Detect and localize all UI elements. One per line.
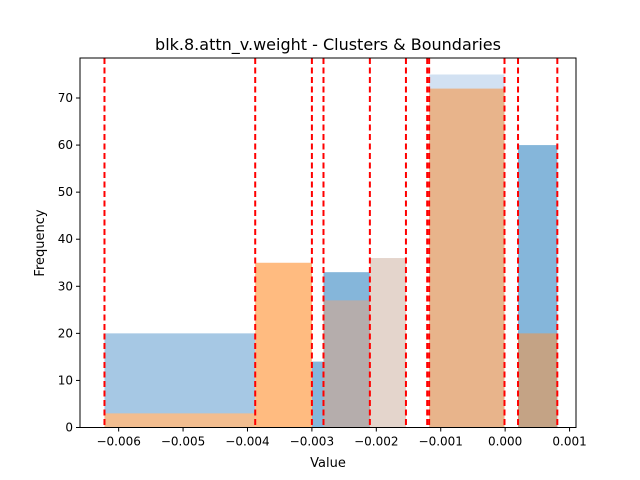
y-tick-label: 40 [58,232,73,246]
x-tick-label: 0.000 [488,435,522,449]
plot-frame [79,57,577,428]
x-axis-ticks: −0.006 −0.005 −0.004 −0.003 −0.002 −0.001 0.00… [96,427,587,449]
y-tick-label: 50 [58,185,73,199]
x-tick-label: −0.002 [354,435,398,449]
x-tick-label: 0.001 [552,435,586,449]
x-tick-label: −0.006 [96,435,140,449]
chart-title: blk.8.attn_v.weight - Clusters & Boundar… [155,35,501,55]
y-tick-label: 70 [58,91,73,105]
cluster-boundaries [103,58,559,428]
histogram-bar-c6-b0 [104,413,256,428]
histogram-bar-c8-b0 [429,88,505,428]
histogram-bars [104,74,558,428]
y-axis-label: Frequency [33,209,48,276]
x-tick-label: −0.001 [419,435,463,449]
y-tick-label: 0 [65,421,73,435]
y-tick-label: 60 [58,138,73,152]
histogram-bar-c3-b0 [369,258,406,428]
y-tick-label: 30 [58,279,73,293]
y-tick-label: 20 [58,326,73,340]
x-tick-label: −0.003 [290,435,334,449]
x-tick-label: −0.004 [225,435,269,449]
x-tick-label: −0.005 [161,435,205,449]
x-axis-label: Value [310,456,346,471]
y-axis-ticks: 0 10 20 30 40 50 60 70 [58,91,80,435]
histogram-bar-c7-b0 [323,300,370,428]
histogram-bar-c0-b0 [104,333,256,428]
y-tick-label: 10 [58,373,73,387]
histogram-bar-c9-b0 [518,333,558,428]
histogram-bar-c2-b0 [311,361,324,428]
histogram-bar-c1-b0 [255,262,312,428]
